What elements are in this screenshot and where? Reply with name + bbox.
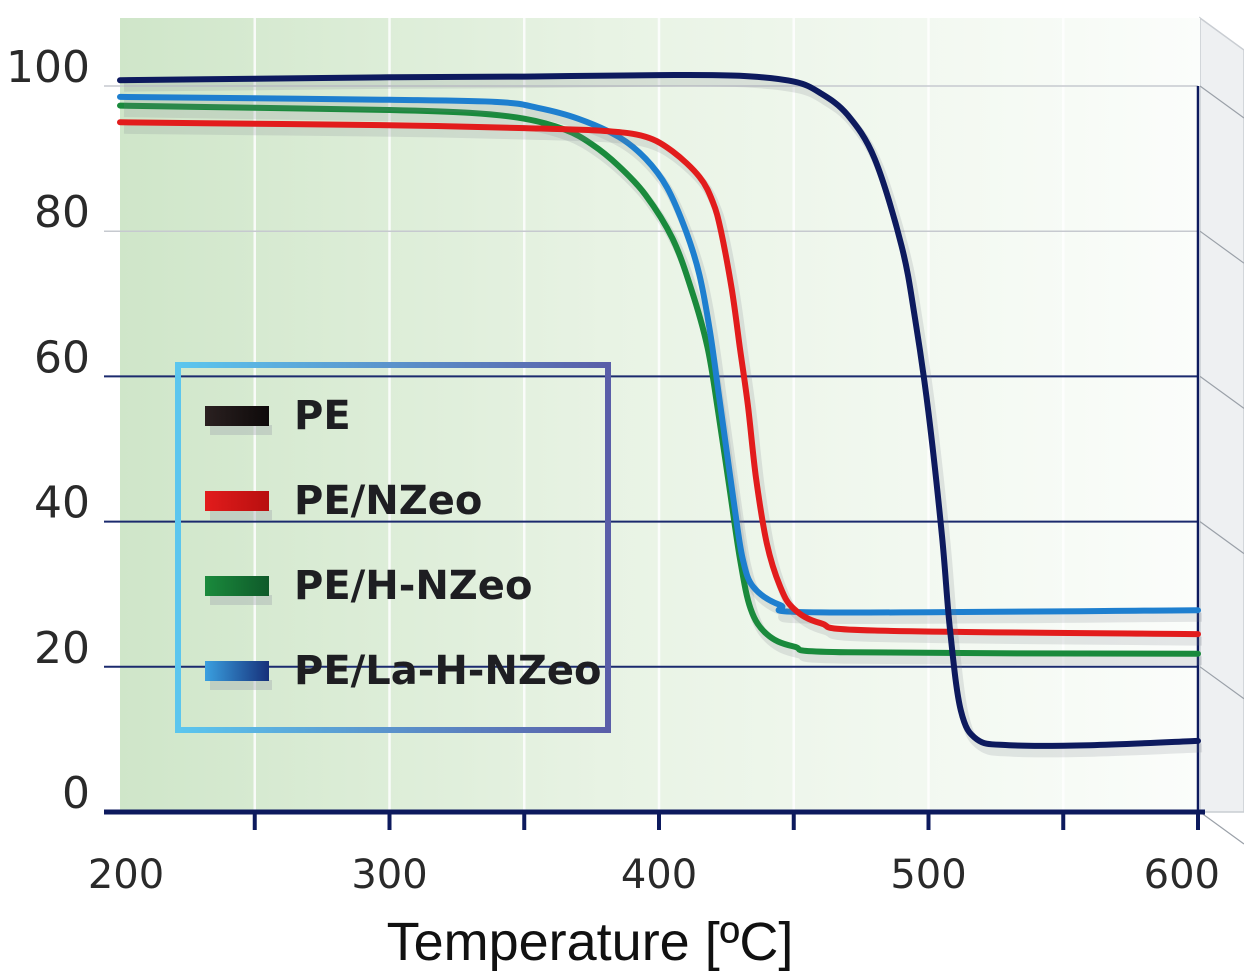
y-tick-label: 80 — [34, 187, 90, 238]
y-tick-label: 20 — [34, 623, 90, 674]
legend-swatch-shadow — [210, 510, 272, 520]
y-tick-label: 40 — [34, 478, 90, 529]
legend-swatch-shadow — [210, 595, 272, 605]
side-wall — [1199, 16, 1244, 813]
legend-swatch — [205, 661, 269, 681]
y-tick-labels: 0 20 40 60 80 100 — [6, 42, 90, 819]
y-tick-label: 0 — [62, 768, 90, 819]
side-wall-line — [1199, 230, 1244, 264]
series-line-pe-nzeo — [117, 119, 1201, 638]
series-line-pe — [117, 71, 1201, 749]
x-axis-label: Temperature [ºC] — [387, 912, 794, 972]
side-wall-line — [1199, 666, 1244, 700]
x-tick-label: 400 — [621, 852, 697, 898]
legend-label: PE — [294, 393, 351, 439]
side-wall-line — [1199, 375, 1244, 409]
y-tick-label: 60 — [34, 332, 90, 383]
legend-label: PE/H-NZeo — [294, 563, 532, 609]
axes — [104, 86, 1205, 830]
side-wall-lines — [1199, 85, 1244, 845]
series-line-pe-h-nzeo — [117, 102, 1201, 657]
x-tick-label: 500 — [890, 852, 966, 898]
legend-label: PE/NZeo — [294, 478, 482, 524]
series-line-pe-la-h-nzeo — [117, 93, 1201, 616]
x-tick-labels: 200 300 400 500 600 — [88, 852, 1220, 898]
side-wall-line — [1199, 521, 1244, 555]
side-wall-line — [1199, 811, 1244, 845]
y-tick-label: 100 — [6, 42, 90, 93]
legend-swatch — [205, 576, 269, 596]
legend-swatch-shadow — [210, 425, 272, 435]
legend-label: PE/La-H-NZeo — [294, 648, 602, 694]
legend-swatch — [205, 491, 269, 511]
side-wall-line — [1199, 85, 1244, 119]
x-tick-label: 200 — [88, 852, 164, 898]
legend: PE PE/NZeo PE/H-NZeo PE/La-H-NZeo — [175, 362, 611, 733]
legend-swatch-shadow — [210, 680, 272, 690]
x-tick-label: 300 — [351, 852, 427, 898]
series-lines — [117, 71, 1203, 758]
x-tick-label: 600 — [1144, 852, 1220, 898]
horizontal-gridlines — [104, 85, 1198, 668]
legend-box — [175, 362, 611, 733]
legend-swatch — [205, 406, 269, 426]
